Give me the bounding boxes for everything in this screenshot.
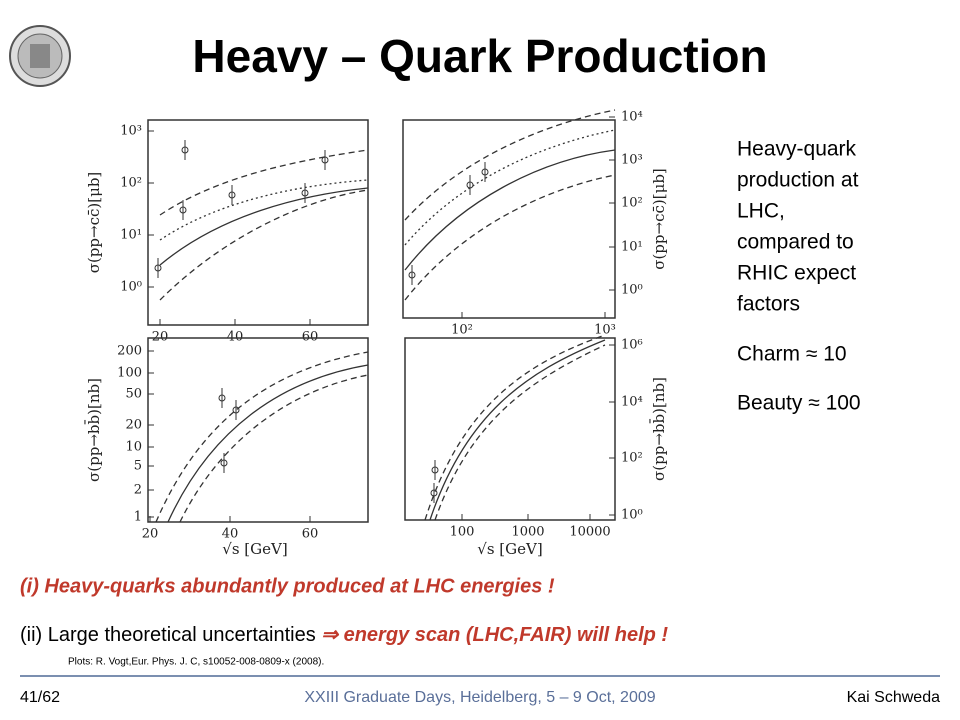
y-tick-label: 10³ (621, 153, 643, 168)
y-tick-label: 10⁴ (621, 110, 643, 125)
x-tick-label: 20 (142, 527, 159, 542)
y-tick-label: 10⁶ (621, 338, 643, 353)
event: XXIII Graduate Days, Heidelberg, 5 – 9 O… (304, 689, 655, 706)
y-tick-label: 10⁰ (621, 283, 643, 298)
data-point (466, 181, 474, 189)
finding-emphasis: ⇒ energy scan (LHC,FAIR) will help ! (321, 624, 668, 646)
author: Kai Schweda (847, 689, 940, 706)
data-point (301, 189, 309, 197)
theory-curve (404, 174, 616, 301)
y-tick-label: 10 (125, 440, 142, 455)
y-axis-label: σ(pp→cc̄)[μb] (85, 172, 103, 274)
data-point (154, 264, 162, 272)
y-axis-label: σ(pp→bb̄)[nb] (85, 378, 103, 482)
description-line: RHIC expect (737, 262, 856, 285)
x-axis-label: √s [GeV] (222, 540, 287, 558)
description-line: LHC, (737, 200, 785, 223)
y-tick-label: 1 (134, 510, 142, 525)
y-tick-label: 2 (134, 483, 142, 498)
finding: (ii) Large theoretical uncertainties ⇒ e… (20, 624, 668, 646)
data-point (179, 206, 187, 214)
data-point (321, 156, 329, 164)
y-tick-label: 10¹ (621, 240, 643, 255)
page-number: 41/62 (20, 689, 60, 706)
finding-text: (ii) Large theoretical uncertainties (20, 624, 321, 646)
data-point (218, 394, 226, 402)
theory-curve (429, 339, 606, 521)
y-tick-label: 200 (117, 344, 142, 359)
title: Heavy – Quark Production (192, 30, 767, 82)
data-point (181, 146, 189, 154)
plot-frame (147, 337, 369, 523)
theory-curve (159, 179, 369, 241)
data-point (228, 191, 236, 199)
x-tick-label: 10³ (594, 323, 616, 338)
y-tick-label: 10³ (120, 124, 142, 139)
theory-curve (179, 374, 369, 523)
y-tick-label: 10⁰ (621, 508, 643, 523)
y-tick-label: 10² (621, 451, 643, 466)
theory-curve (159, 149, 369, 216)
x-tick-label: 1000 (511, 525, 544, 540)
charm-factor: Charm ≈ 10 (737, 343, 847, 366)
theory-curve (404, 149, 616, 271)
theory-curve (167, 364, 369, 523)
y-tick-label: 10² (120, 176, 142, 191)
finding: (i) Heavy-quarks abundantly produced at … (20, 575, 555, 597)
y-tick-label: 10² (621, 196, 643, 211)
x-tick-label: 40 (227, 330, 244, 345)
x-tick-label: 60 (302, 527, 319, 542)
plot-frame (402, 119, 616, 319)
beauty-factor: Beauty ≈ 100 (737, 392, 861, 415)
description-line: factors (737, 293, 800, 316)
theory-curve (424, 334, 606, 521)
data-point (408, 271, 416, 279)
x-tick-label: 10² (451, 323, 473, 338)
credit: Plots: R. Vogt,Eur. Phys. J. C, s10052-0… (68, 657, 324, 668)
theory-curve (434, 344, 606, 521)
logo (9, 25, 71, 87)
y-tick-label: 10⁴ (621, 395, 643, 410)
x-tick-label: 20 (152, 330, 169, 345)
y-tick-label: 5 (134, 459, 142, 474)
data-point (220, 459, 228, 467)
x-tick-label: 10000 (569, 525, 610, 540)
theory-curve (159, 187, 369, 266)
y-tick-label: 10¹ (120, 228, 142, 243)
description-line: Heavy-quark (737, 138, 857, 161)
y-tick-label: 50 (125, 387, 142, 402)
x-tick-label: 60 (302, 330, 319, 345)
theory-curve (404, 109, 616, 221)
plot-frame (404, 337, 616, 521)
x-axis-label: √s [GeV] (477, 540, 542, 558)
data-point (431, 466, 439, 474)
y-tick-label: 100 (117, 366, 142, 381)
y-axis-label: σ(pp→bb̄)[nb] (650, 377, 668, 481)
data-point (232, 406, 240, 414)
plots: 20 40 60 10⁰ 10¹ 10² 10³ σ(pp→cc̄)[μb] 10² 10³ 10⁰… (85, 109, 668, 558)
plot-frame (147, 119, 369, 326)
y-tick-label: 20 (125, 418, 142, 433)
x-tick-label: 100 (450, 525, 475, 540)
data-point (481, 168, 489, 176)
x-tick-label: 40 (222, 527, 239, 542)
description: Heavy-quark production at LHC, compared to R… (737, 138, 859, 316)
y-tick-label: 10⁰ (120, 280, 142, 295)
data-point (430, 489, 438, 497)
description-line: production at (737, 169, 859, 192)
theory-curve (159, 189, 369, 301)
description-line: compared to (737, 231, 854, 254)
y-axis-label: σ(pp→cc̄)[μb] (650, 168, 668, 270)
theory-curve (404, 129, 616, 246)
theory-curve (155, 351, 369, 523)
